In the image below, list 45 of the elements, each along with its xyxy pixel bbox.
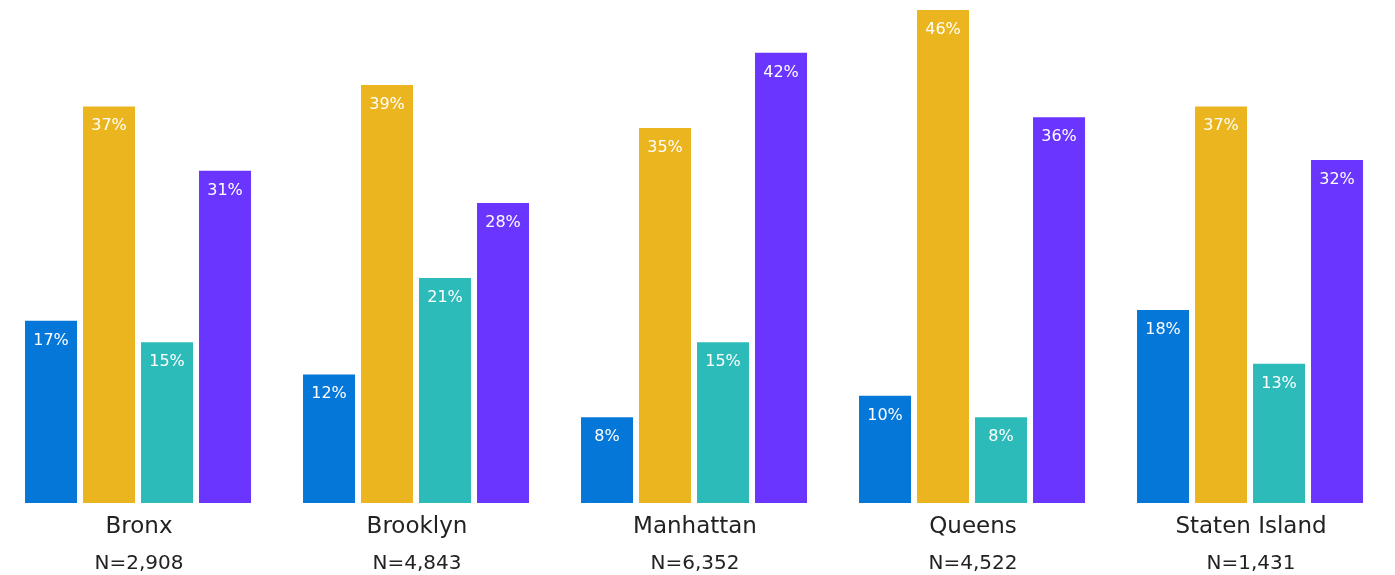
data-label: 8%	[988, 426, 1014, 446]
bar	[1137, 310, 1190, 503]
bar	[1033, 117, 1086, 503]
bar	[639, 127, 692, 503]
data-label: 10%	[867, 404, 903, 424]
data-label: 42%	[763, 61, 799, 81]
data-label: 13%	[1261, 372, 1297, 392]
bar	[25, 320, 78, 503]
data-label: 18%	[1145, 319, 1181, 339]
bar	[303, 374, 356, 503]
bar	[859, 395, 912, 503]
data-label: 35%	[647, 136, 683, 156]
bar	[477, 202, 530, 503]
data-label: 17%	[33, 329, 69, 349]
data-label: 31%	[207, 179, 243, 199]
data-label: 39%	[369, 94, 405, 114]
data-label: 28%	[485, 211, 521, 231]
bar	[1311, 160, 1364, 503]
data-label: 37%	[1203, 115, 1239, 135]
data-label: 15%	[149, 351, 185, 371]
data-label: 8%	[594, 426, 620, 446]
bar	[755, 52, 808, 503]
x-tick-label: Bronx N=2,908	[94, 512, 184, 574]
bar	[697, 342, 750, 503]
x-tick-label: Manhattan N=6,352	[633, 512, 757, 574]
data-label: 36%	[1041, 126, 1077, 146]
bar	[917, 10, 970, 503]
bar	[83, 106, 136, 503]
data-label: 15%	[705, 351, 741, 371]
data-label: 37%	[91, 115, 127, 135]
bar	[141, 342, 194, 503]
data-label: 21%	[427, 286, 463, 306]
data-label: 12%	[311, 383, 347, 403]
bar	[1195, 106, 1248, 503]
data-label: 46%	[925, 19, 961, 38]
bar	[361, 85, 414, 503]
x-tick-label: Queens N=4,522	[928, 512, 1018, 574]
x-tick-label: Brooklyn N=4,843	[366, 512, 468, 574]
bar	[199, 170, 252, 503]
bar	[975, 417, 1028, 503]
bar	[1253, 363, 1306, 503]
data-label: 32%	[1319, 169, 1355, 189]
bar	[419, 277, 472, 503]
bar	[581, 417, 634, 503]
x-tick-label: Staten Island N=1,431	[1175, 512, 1327, 574]
